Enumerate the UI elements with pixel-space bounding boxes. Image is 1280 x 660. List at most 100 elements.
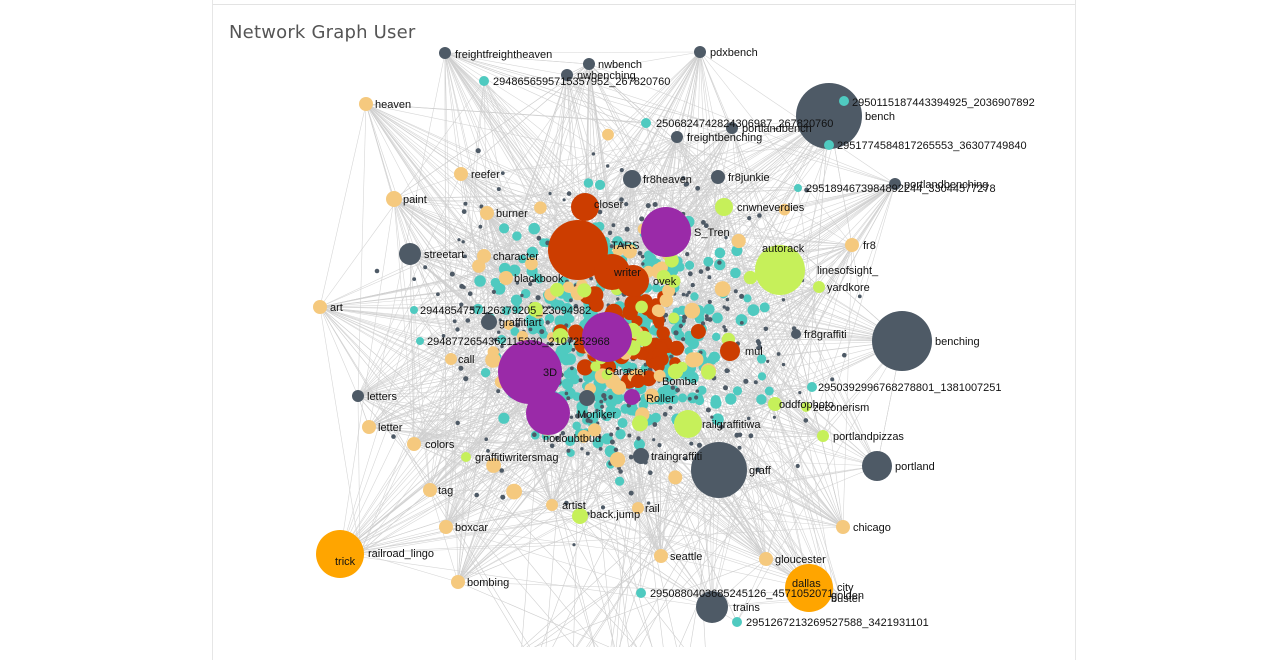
- graph-node-zeconerism[interactable]: [801, 402, 811, 412]
- graph-node-unlabeled[interactable]: [528, 327, 533, 332]
- graph-node-unlabeled[interactable]: [645, 203, 651, 209]
- graph-node-mul[interactable]: [720, 341, 740, 361]
- graph-node-unlabeled[interactable]: [597, 209, 603, 215]
- graph-node-unlabeled[interactable]: [484, 437, 489, 442]
- graph-node-unlabeled[interactable]: [668, 470, 683, 485]
- graph-node-unlabeled[interactable]: [602, 128, 614, 141]
- graph-node-unlabeled[interactable]: [798, 391, 802, 395]
- graph-node-unlabeled[interactable]: [616, 297, 620, 301]
- graph-node-trick[interactable]: [316, 530, 364, 578]
- graph-node-unlabeled[interactable]: [588, 423, 602, 437]
- graph-node-unlabeled[interactable]: [585, 417, 591, 423]
- graph-node-unlabeled[interactable]: [531, 278, 536, 283]
- graph-node-unlabeled[interactable]: [603, 397, 607, 401]
- graph-node-unlabeled[interactable]: [703, 223, 709, 229]
- graph-node-unlabeled[interactable]: [503, 320, 514, 330]
- graph-node-3d[interactable]: [498, 340, 562, 404]
- graph-node-unlabeled[interactable]: [611, 223, 616, 228]
- graph-node-unlabeled[interactable]: [714, 281, 731, 297]
- graph-node-2950392996768278801-1381007251[interactable]: [807, 382, 817, 392]
- graph-node-unlabeled[interactable]: [374, 268, 380, 274]
- graph-node-unlabeled[interactable]: [712, 312, 723, 324]
- graph-node-unlabeled[interactable]: [662, 412, 668, 417]
- graph-node-unlabeled[interactable]: [763, 326, 769, 332]
- graph-node-unlabeled[interactable]: [757, 344, 763, 350]
- graph-node-nwbenching[interactable]: [561, 69, 573, 81]
- graph-node-unlabeled[interactable]: [499, 468, 505, 473]
- graph-node-unlabeled[interactable]: [722, 305, 726, 309]
- graph-node-unlabeled[interactable]: [609, 452, 626, 468]
- graph-node-unlabeled[interactable]: [705, 407, 711, 413]
- graph-node-unlabeled[interactable]: [730, 267, 741, 279]
- graph-node-unlabeled[interactable]: [612, 245, 624, 256]
- graph-node-unlabeled[interactable]: [560, 431, 566, 436]
- graph-node-unlabeled[interactable]: [512, 231, 522, 241]
- graph-node-unlabeled[interactable]: [670, 385, 675, 390]
- graph-node-unlabeled[interactable]: [520, 293, 524, 298]
- graph-node-unlabeled[interactable]: [549, 443, 555, 449]
- graph-node-unlabeled[interactable]: [497, 330, 501, 334]
- graph-node-fr8heaven[interactable]: [623, 170, 641, 188]
- graph-node-unlabeled[interactable]: [681, 176, 686, 181]
- graph-node-unlabeled[interactable]: [641, 262, 645, 266]
- graph-node-unlabeled[interactable]: [723, 328, 728, 333]
- graph-node-unlabeled[interactable]: [714, 247, 726, 259]
- graph-node-unlabeled[interactable]: [648, 470, 653, 476]
- graph-node-unlabeled[interactable]: [609, 432, 614, 437]
- graph-node-unlabeled[interactable]: [567, 338, 572, 344]
- graph-node-unlabeled[interactable]: [600, 505, 606, 510]
- graph-node-unlabeled[interactable]: [627, 433, 632, 438]
- graph-node-2944854757126379205-23094982[interactable]: [410, 306, 418, 314]
- graph-node-unlabeled[interactable]: [617, 418, 628, 428]
- graph-node-unlabeled[interactable]: [748, 433, 754, 439]
- graph-node-unlabeled[interactable]: [681, 318, 686, 323]
- graph-node-unlabeled[interactable]: [804, 187, 810, 193]
- graph-node-unlabeled[interactable]: [564, 500, 569, 506]
- graph-node-unlabeled[interactable]: [676, 361, 688, 373]
- graph-node-unlabeled[interactable]: [755, 467, 761, 473]
- graph-node-artist[interactable]: [546, 499, 558, 511]
- graph-node-unlabeled[interactable]: [743, 294, 752, 303]
- graph-node-yardkore[interactable]: [813, 281, 825, 293]
- graph-node-seattle[interactable]: [654, 549, 668, 563]
- graph-node-unlabeled[interactable]: [479, 204, 484, 209]
- graph-node-unlabeled[interactable]: [561, 303, 573, 315]
- graph-node-unlabeled[interactable]: [781, 298, 786, 302]
- graph-node-unlabeled[interactable]: [550, 282, 565, 297]
- graph-node-trains[interactable]: [696, 591, 728, 623]
- graph-node-unlabeled[interactable]: [487, 346, 499, 358]
- graph-node-unlabeled[interactable]: [441, 334, 446, 338]
- graph-node-unlabeled[interactable]: [515, 322, 520, 328]
- graph-node-unlabeled[interactable]: [690, 282, 695, 288]
- graph-node-unlabeled[interactable]: [697, 385, 707, 395]
- graph-node-unlabeled[interactable]: [561, 378, 574, 390]
- graph-node-closer[interactable]: [571, 193, 599, 221]
- graph-node-unlabeled[interactable]: [712, 332, 721, 341]
- graph-node-unlabeled[interactable]: [803, 418, 809, 423]
- graph-node-unlabeled[interactable]: [695, 185, 701, 191]
- graph-node-unlabeled[interactable]: [747, 216, 752, 221]
- graph-node-unlabeled[interactable]: [747, 304, 760, 316]
- graph-node-unlabeled[interactable]: [757, 341, 762, 346]
- graph-node-fr8junkie[interactable]: [711, 170, 725, 184]
- graph-node-unlabeled[interactable]: [463, 376, 469, 382]
- graph-node-unlabeled[interactable]: [678, 323, 684, 329]
- graph-node-tars[interactable]: [548, 220, 608, 280]
- graph-node-unlabeled[interactable]: [656, 326, 670, 340]
- graph-node-unlabeled[interactable]: [570, 366, 574, 371]
- graph-node-streetart[interactable]: [399, 243, 421, 265]
- graph-node-unlabeled[interactable]: [635, 300, 648, 314]
- graph-node-unlabeled[interactable]: [577, 430, 591, 443]
- graph-node-unlabeled[interactable]: [547, 305, 551, 309]
- graph-node-unlabeled[interactable]: [684, 302, 701, 319]
- graph-node-unlabeled[interactable]: [622, 244, 637, 259]
- graph-node-unlabeled[interactable]: [722, 325, 726, 329]
- graph-node-portlandpizzas[interactable]: [817, 430, 829, 442]
- graph-node-unlabeled[interactable]: [536, 235, 542, 241]
- graph-node-unlabeled[interactable]: [657, 443, 662, 448]
- graph-node-unlabeled[interactable]: [569, 415, 574, 419]
- graph-node-unlabeled[interactable]: [463, 254, 467, 259]
- graph-node-unlabeled[interactable]: [472, 303, 484, 315]
- graph-node-unlabeled[interactable]: [461, 240, 465, 244]
- graph-node-unlabeled[interactable]: [486, 449, 490, 453]
